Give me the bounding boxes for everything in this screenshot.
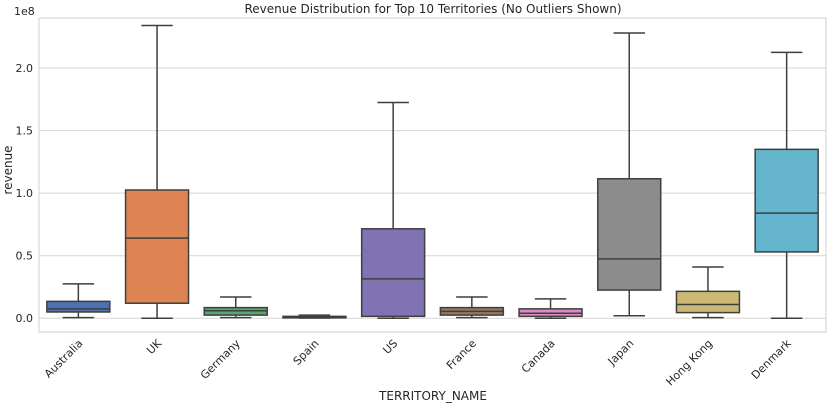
x-tick-label: Japan	[605, 337, 637, 369]
box-hong-kong	[675, 266, 741, 319]
x-tick-label: Canada	[519, 337, 558, 376]
y-axis-offset-label: 1e8	[14, 5, 35, 18]
box-japan	[597, 32, 662, 317]
y-tick-label: 1.0	[16, 187, 34, 200]
plot-frame	[38, 17, 827, 333]
x-tick-label: US	[380, 337, 400, 357]
x-tick-label: Spain	[291, 337, 322, 368]
x-tick-labels: Australia UK Germany Spain US France Canada Jap…	[42, 336, 794, 388]
y-tick-label: 0.0	[16, 312, 34, 325]
x-tick-label: UK	[144, 336, 165, 357]
x-tick-label: Hong Kong	[664, 337, 715, 388]
y-axis-label: revenue	[1, 145, 15, 194]
x-tick-label: France	[444, 337, 479, 372]
box-iqr	[360, 228, 426, 318]
box-australia	[46, 283, 111, 319]
y-tick-label: 1.5	[16, 125, 34, 138]
y-tick-label: 2.0	[16, 62, 34, 75]
y-tick-label: 0.5	[16, 250, 34, 263]
x-tick-label: Germany	[198, 337, 243, 382]
x-tick-label: Australia	[42, 337, 86, 381]
box-france	[439, 296, 505, 319]
box-iqr	[124, 189, 190, 304]
box-iqr	[754, 148, 819, 253]
box-us	[360, 101, 426, 319]
x-axis-label: TERRITORY_NAME	[378, 389, 487, 403]
x-tick-label: Denmark	[749, 336, 794, 381]
boxes-layer	[46, 24, 819, 319]
box-canada	[518, 298, 583, 319]
box-iqr	[675, 290, 741, 314]
chart-title: Revenue Distribution for Top 10 Territor…	[244, 2, 621, 16]
box-spain	[282, 314, 347, 319]
box-denmark	[754, 51, 819, 319]
box-iqr	[597, 178, 662, 291]
y-tick-labels: 0.0 0.5 1.0 1.5 2.0	[16, 62, 34, 325]
box-iqr	[46, 300, 111, 313]
box-uk	[124, 24, 190, 319]
box-germany	[203, 296, 268, 319]
